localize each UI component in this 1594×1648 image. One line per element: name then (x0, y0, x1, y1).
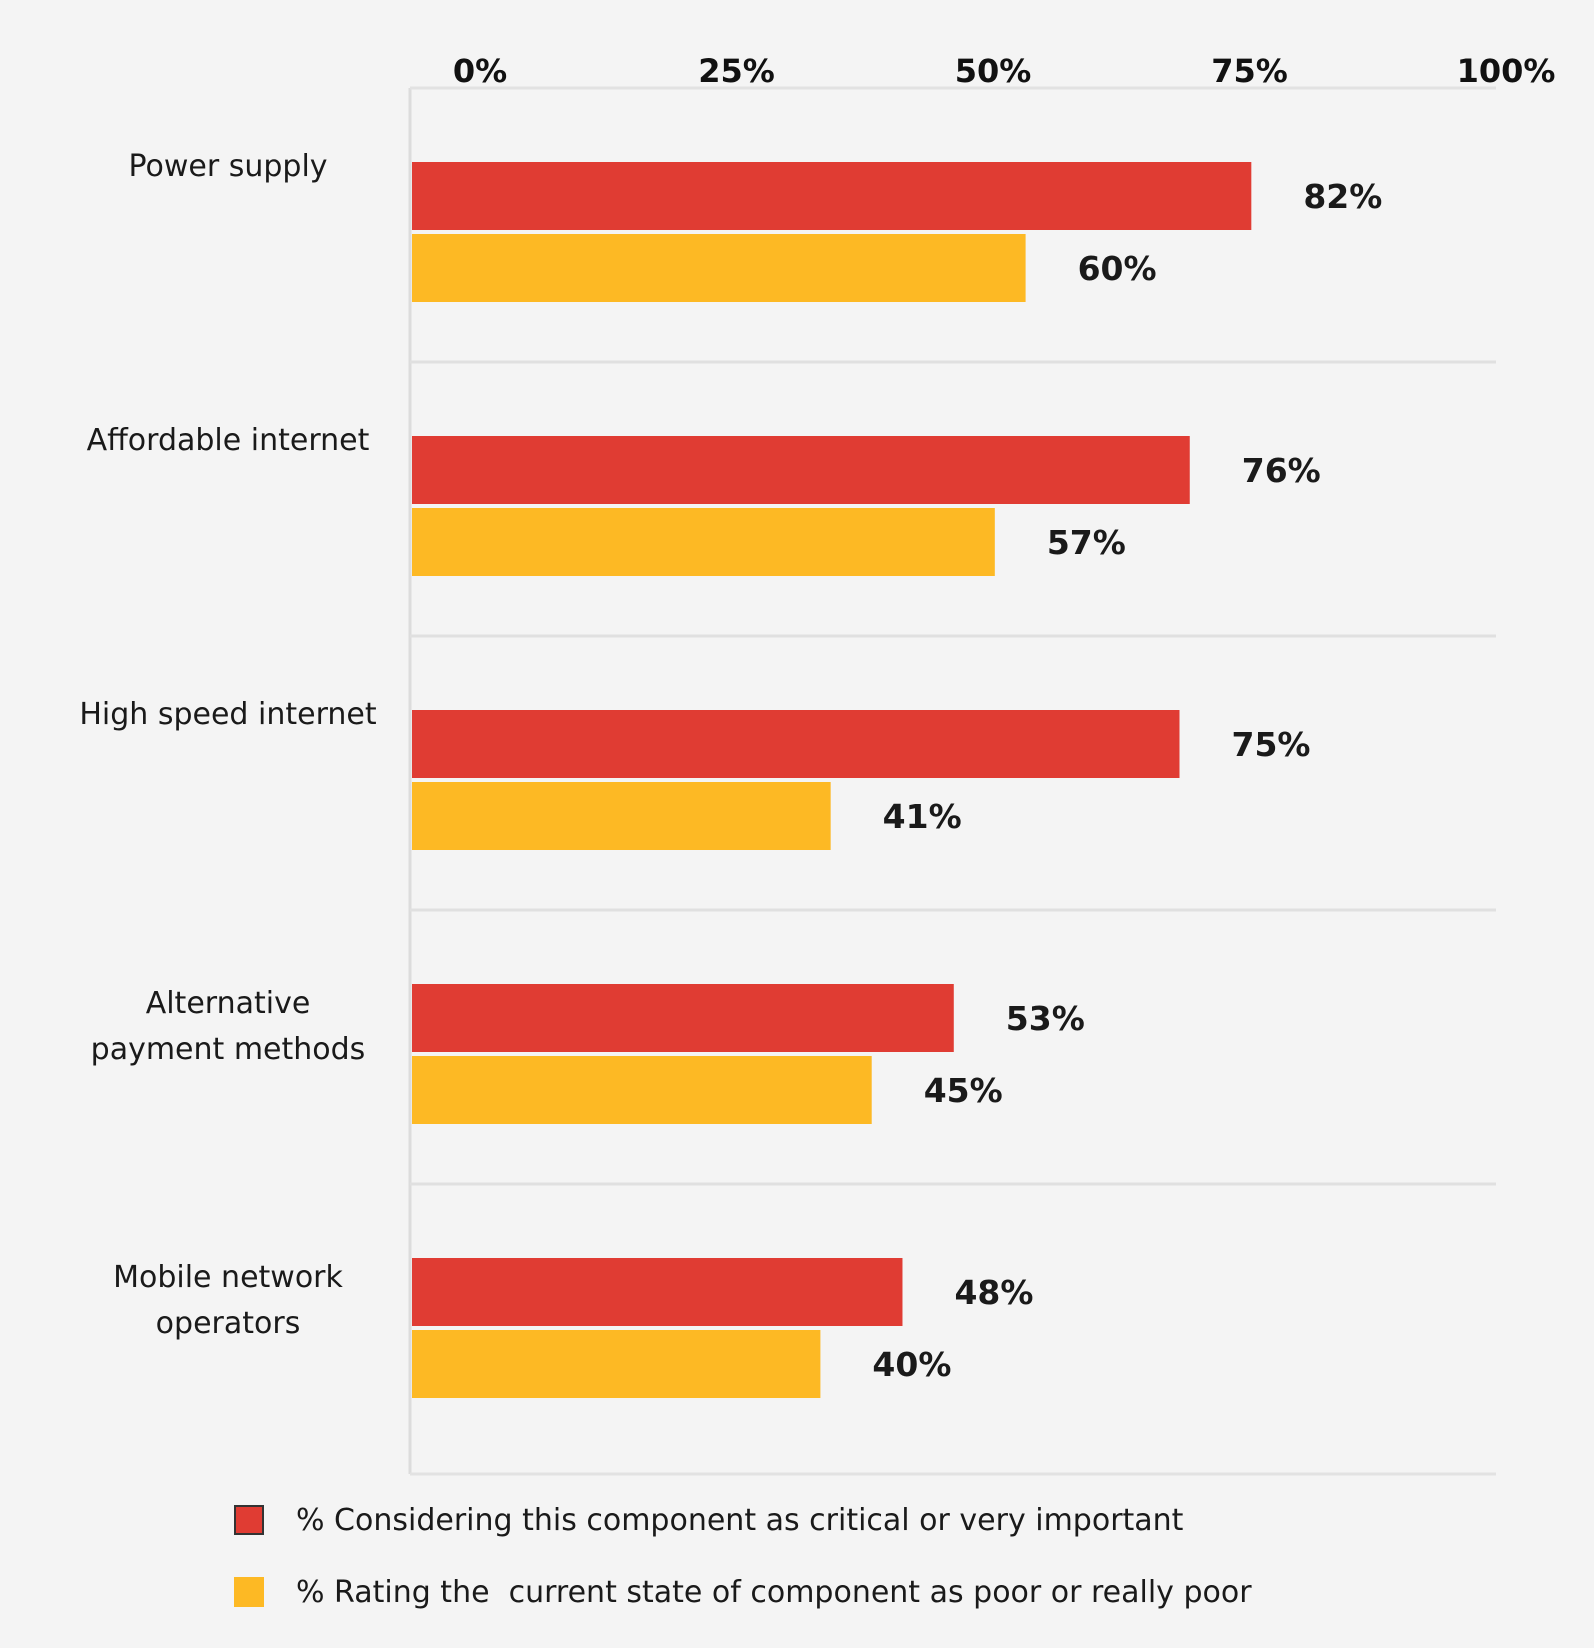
x-tick-label: 75% (1211, 52, 1288, 90)
x-tick-label: 25% (698, 52, 775, 90)
category-label: Affordable internet (87, 423, 370, 458)
x-tick-label: 50% (955, 52, 1032, 90)
category-label-line: Affordable internet (87, 423, 370, 458)
data-label: 45% (924, 1071, 1003, 1110)
data-label: 60% (1078, 249, 1157, 288)
bar-poor (412, 782, 831, 850)
bar-critical (412, 162, 1252, 230)
bar-poor (412, 234, 1026, 302)
data-label: 57% (1047, 523, 1126, 562)
data-label: 76% (1242, 451, 1321, 490)
data-label: 75% (1232, 725, 1311, 764)
x-tick-label: 100% (1457, 52, 1556, 90)
category-label-line: High speed internet (79, 697, 376, 732)
bar-critical (412, 710, 1180, 778)
bar-critical (412, 1258, 903, 1326)
category-label-line: Alternative (146, 986, 311, 1021)
legend-swatch-red (234, 1505, 264, 1535)
category-label-line: operators (156, 1306, 301, 1341)
legend-swatch-yellow (234, 1577, 264, 1607)
data-label: 41% (883, 797, 962, 836)
category-label: Power supply (128, 149, 327, 184)
legend-label-critical: % Considering this component as critical… (296, 1502, 1184, 1538)
legend-item-critical: % Considering this component as critical… (234, 1500, 1252, 1540)
data-label: 53% (1006, 999, 1085, 1038)
legend-label-poor: % Rating the current state of component … (296, 1574, 1252, 1610)
x-tick-label: 0% (453, 52, 507, 90)
data-label: 48% (954, 1273, 1033, 1312)
category-label: Alternative payment methods (91, 986, 366, 1067)
category-label: Mobile network operators (113, 1260, 343, 1341)
bar-critical (412, 984, 954, 1052)
bar-poor (412, 1056, 872, 1124)
data-label: 40% (872, 1345, 951, 1384)
bar-poor (412, 508, 995, 576)
bar-poor (412, 1330, 821, 1398)
category-label-line: payment methods (91, 1032, 366, 1067)
category-label-line: Power supply (128, 149, 327, 184)
legend-item-poor: % Rating the current state of component … (234, 1572, 1252, 1612)
category-label-line: Mobile network (113, 1260, 343, 1295)
legend: % Considering this component as critical… (234, 1500, 1252, 1644)
category-label: High speed internet (79, 697, 376, 732)
bar-chart-svg: 0% 25% 50% 75% 100% 82% 60% Power supply 76% 57% A… (79, 52, 1556, 1476)
bar-critical (412, 436, 1190, 504)
data-label: 82% (1303, 177, 1382, 216)
